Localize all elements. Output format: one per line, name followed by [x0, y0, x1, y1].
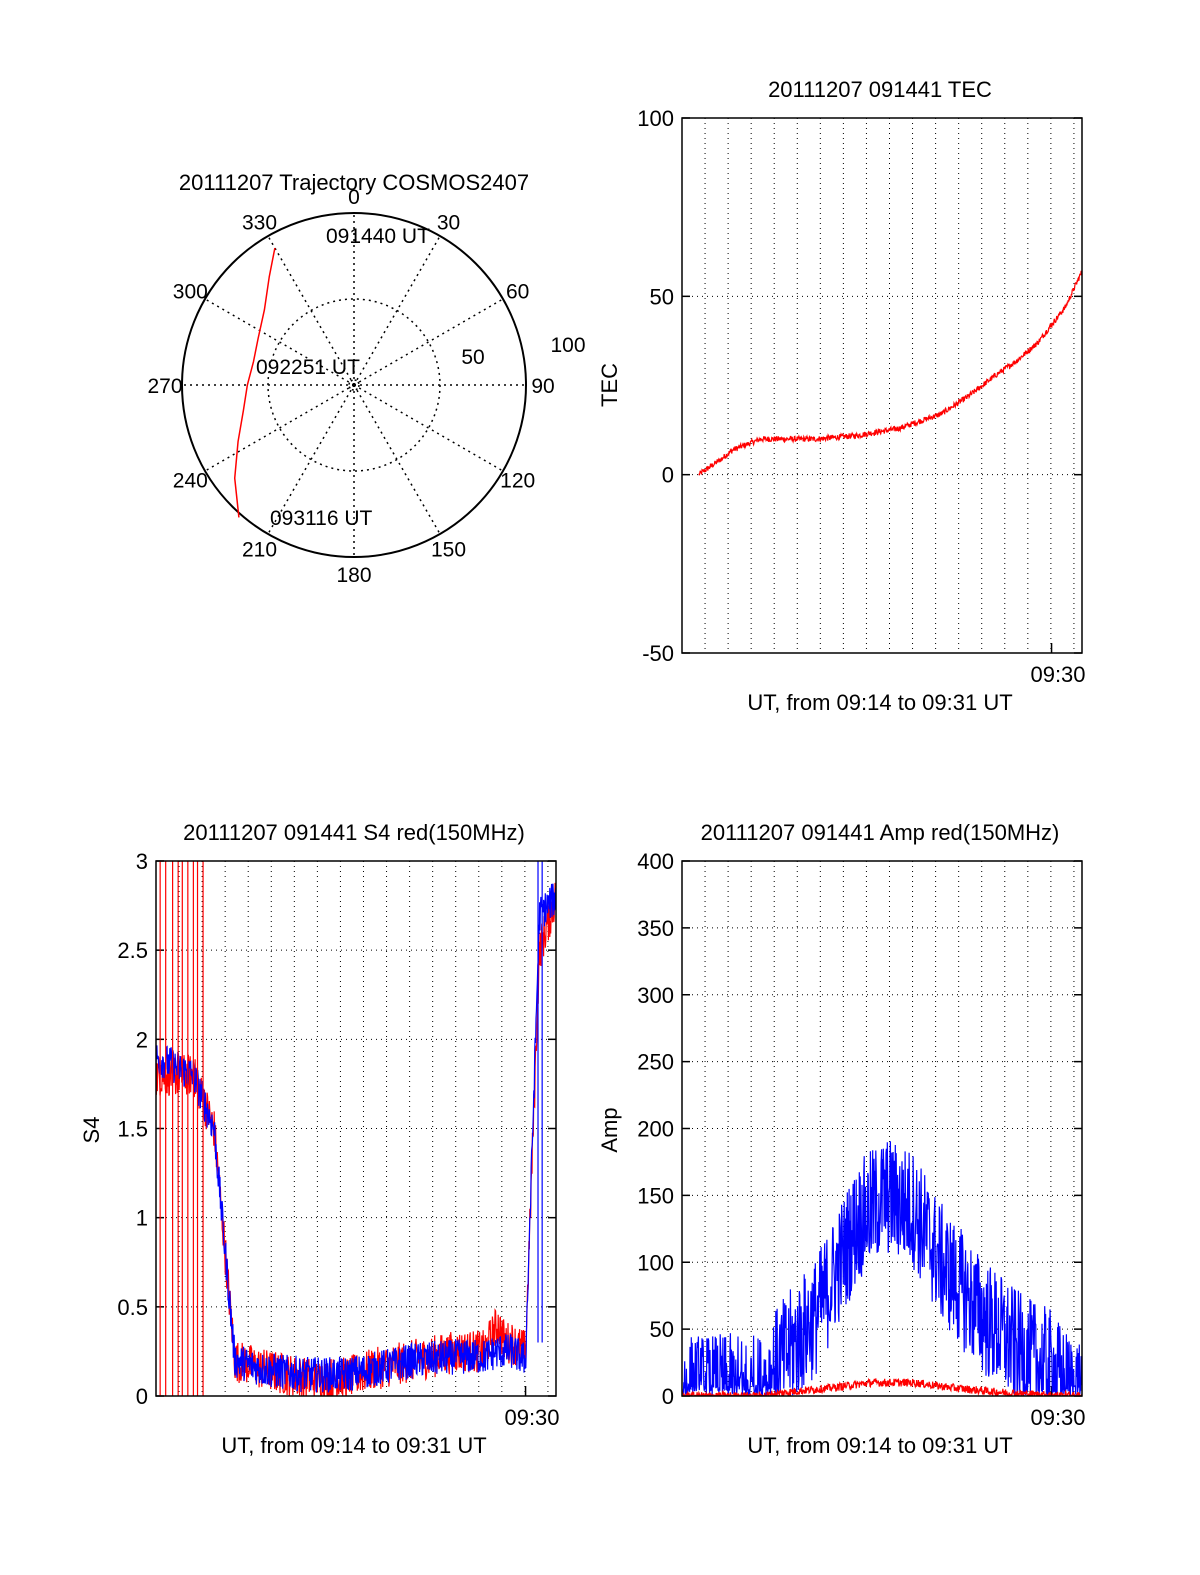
- polar-azimuth-label: 300: [173, 281, 208, 304]
- trajectory-polar-plot: 20111207 Trajectory COSMOS2407 0 30 60 90 12…: [147, 170, 585, 587]
- trajectory-end-label: 093116 UT: [270, 507, 373, 530]
- amp-plot: 20111207 091441 Amp red(150MHz) UT, from…: [597, 820, 1086, 1458]
- y-tick-label: 50: [650, 284, 674, 309]
- polar-radial-label: 100: [550, 334, 585, 357]
- s4-ylabel: S4: [79, 1117, 104, 1144]
- polar-azimuth-label: 30: [437, 211, 460, 234]
- y-tick-label: 150: [637, 1183, 674, 1208]
- s4-xlabel: UT, from 09:14 to 09:31 UT: [221, 1433, 486, 1458]
- y-tick-label: 400: [637, 849, 674, 874]
- polar-spoke: [204, 384, 355, 472]
- polar-azimuth-label: 60: [506, 281, 529, 304]
- y-tick-label: 250: [637, 1050, 674, 1075]
- y-tick-label: 50: [650, 1317, 674, 1342]
- amp-title: 20111207 091441 Amp red(150MHz): [701, 820, 1060, 845]
- plot-traces: [698, 270, 1082, 476]
- tec-ylabel: TEC: [597, 363, 622, 407]
- y-tick-label: 100: [637, 1250, 674, 1275]
- polar-title: 20111207 Trajectory COSMOS2407: [179, 170, 529, 195]
- amp-ylabel: Amp: [597, 1107, 622, 1152]
- tec-xtick-label: 09:30: [1030, 662, 1085, 687]
- trajectory-mid-label: 092251 UT: [256, 356, 360, 379]
- polar-azimuth-label: 0: [348, 186, 360, 209]
- polar-center: [348, 379, 360, 391]
- trajectory-path: [233, 247, 276, 518]
- polar-azimuth-label: 330: [242, 211, 277, 234]
- polar-spoke: [353, 384, 441, 535]
- s4-title: 20111207 091441 S4 red(150MHz): [183, 820, 525, 845]
- series-line-0: [156, 882, 556, 1396]
- plot-traces: [156, 861, 556, 1396]
- tec-title: 20111207 091441 TEC: [768, 77, 992, 102]
- y-tick-label: 1.5: [117, 1117, 148, 1142]
- polar-spoke: [267, 384, 355, 535]
- axes-frame: [681, 117, 1083, 654]
- polar-azimuth-label: 270: [147, 375, 182, 398]
- series-line-0: [698, 270, 1082, 476]
- y-tick-label: 0: [662, 1384, 674, 1409]
- polar-spoke: [267, 235, 355, 386]
- y-tick-label: 2: [136, 1027, 148, 1052]
- polar-spoke: [353, 298, 504, 386]
- y-tick-label: 350: [637, 916, 674, 941]
- polar-azimuth-label: 150: [431, 539, 466, 562]
- s4-plot: 20111207 091441 S4 red(150MHz) UT, from …: [79, 820, 560, 1458]
- y-tick-label: 300: [637, 983, 674, 1008]
- axes-frame: [681, 860, 1083, 1397]
- y-tick-label: -50: [642, 641, 674, 666]
- series-line-1: [156, 883, 556, 1393]
- amp-xlabel: UT, from 09:14 to 09:31 UT: [747, 1433, 1012, 1458]
- polar-spoke: [353, 384, 504, 472]
- polar-radial-label: 50: [461, 346, 484, 369]
- polar-outer-circle: [181, 212, 527, 558]
- s4-xtick-label: 09:30: [504, 1405, 559, 1430]
- y-tick-label: 0: [662, 463, 674, 488]
- tec-xlabel: UT, from 09:14 to 09:31 UT: [747, 690, 1012, 715]
- polar-azimuth-label: 240: [173, 470, 208, 493]
- y-tick-label: 0: [136, 1384, 148, 1409]
- y-tick-label: 0.5: [117, 1295, 148, 1320]
- plot-traces: [682, 1141, 1082, 1396]
- polar-spoke: [204, 298, 355, 386]
- polar-azimuth-label: 180: [336, 564, 371, 587]
- y-tick-label: 1: [136, 1206, 148, 1231]
- trajectory-start-label: 091440 UT: [326, 225, 430, 248]
- polar-azimuth-label: 210: [242, 539, 277, 562]
- polar-azimuth-label: 90: [531, 375, 554, 398]
- y-tick-label: 3: [136, 849, 148, 874]
- series-line-0: [682, 1141, 1082, 1396]
- y-tick-label: 2.5: [117, 938, 148, 963]
- polar-azimuth-label: 120: [500, 470, 535, 493]
- amp-xtick-label: 09:30: [1030, 1405, 1085, 1430]
- y-tick-label: 100: [637, 106, 674, 131]
- tec-plot: 20111207 091441 TEC UT, from 09:14 to 09…: [597, 77, 1086, 715]
- y-tick-label: 200: [637, 1117, 674, 1142]
- polar-spoke: [353, 235, 441, 386]
- axes-frame: [155, 860, 557, 1397]
